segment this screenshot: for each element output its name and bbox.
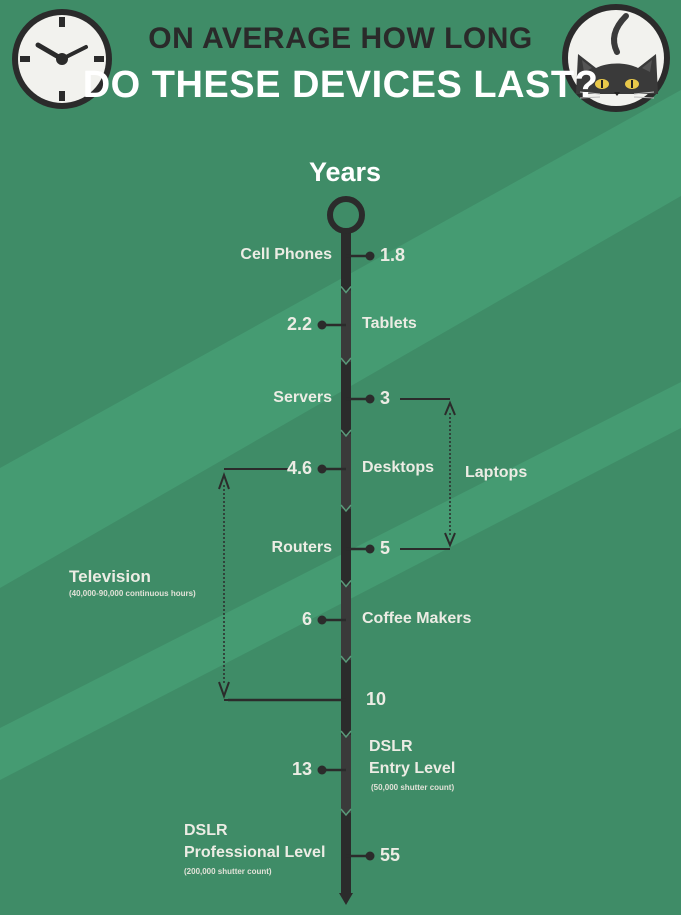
dot-servers xyxy=(365,394,375,404)
dot-desktops xyxy=(317,464,327,474)
timeline-arrow xyxy=(339,893,353,905)
dot-tablets xyxy=(317,320,327,330)
label-dslr-entry-level-line1: DSLR xyxy=(369,738,413,755)
value-dslr-professional-level: 55 xyxy=(380,845,401,865)
range-label-television: Television xyxy=(69,567,151,586)
dot-coffee-makers xyxy=(317,615,327,625)
timeline-notch xyxy=(340,357,352,366)
value-servers: 3 xyxy=(380,388,391,408)
range-label-laptops: Laptops xyxy=(465,464,528,481)
note-dslr-professional-level: (200,000 shutter count) xyxy=(184,867,272,876)
range-television-arrow-up xyxy=(218,472,230,490)
timeline-notch xyxy=(340,286,352,294)
title-line-2: DO THESE DEVICES LAST? xyxy=(82,64,599,106)
value-cell-phones: 1.8 xyxy=(380,245,406,265)
timeline-notch xyxy=(340,580,352,588)
range-laptops-arrow-down xyxy=(444,532,456,548)
label-dslr-entry-level-line2: Entry Level xyxy=(369,760,456,777)
label-desktops: Desktops xyxy=(362,459,435,476)
cat-icon xyxy=(562,4,670,112)
timeline-segment xyxy=(341,584,351,660)
title-line-1: ON AVERAGE HOW LONG xyxy=(148,22,533,55)
timeline-segment xyxy=(341,660,351,735)
range-laptops-arrow-up xyxy=(444,400,456,416)
timeline-notch xyxy=(340,504,352,513)
timeline-notch xyxy=(340,730,352,739)
dot-cell-phones xyxy=(365,251,375,261)
timeline-segment xyxy=(341,735,351,813)
range-note-television: (40,000-90,000 continuous hours) xyxy=(69,589,196,598)
value-tablets: 2.2 xyxy=(286,314,312,334)
label-routers: Routers xyxy=(271,539,332,556)
value-desktops: 4.6 xyxy=(286,458,312,478)
clock-icon xyxy=(12,9,112,109)
dot-dslr-professional-level xyxy=(365,851,375,861)
label-tablets: Tablets xyxy=(362,315,417,332)
value-coffee-makers: 6 xyxy=(301,609,312,629)
value-dslr-entry-level: 13 xyxy=(291,759,312,779)
timeline-segment xyxy=(341,813,351,895)
timeline-start-ring xyxy=(327,196,365,234)
label-coffee-makers: Coffee Makers xyxy=(362,610,472,627)
label-dslr-professional-level-line2: Professional Level xyxy=(184,844,326,861)
value-routers: 5 xyxy=(380,538,391,558)
timeline-segment xyxy=(341,509,351,585)
timeline-notch xyxy=(340,655,352,664)
timeline-segment xyxy=(341,233,351,291)
note-dslr-entry-level: (50,000 shutter count) xyxy=(371,783,455,792)
label-cell-phones: Cell Phones xyxy=(240,246,332,263)
diagonal-stripe xyxy=(0,90,681,588)
range-television-arrow-down xyxy=(218,681,230,699)
label-servers: Servers xyxy=(273,389,332,406)
value-value-10: 10 xyxy=(366,689,387,709)
dot-routers xyxy=(365,544,375,554)
timeline-notch xyxy=(340,429,352,438)
timeline-segment xyxy=(341,434,351,509)
dot-dslr-entry-level xyxy=(317,765,327,775)
axis-label: Years xyxy=(308,157,382,187)
timeline-notch xyxy=(340,808,352,817)
label-dslr-professional-level-line1: DSLR xyxy=(184,822,228,839)
